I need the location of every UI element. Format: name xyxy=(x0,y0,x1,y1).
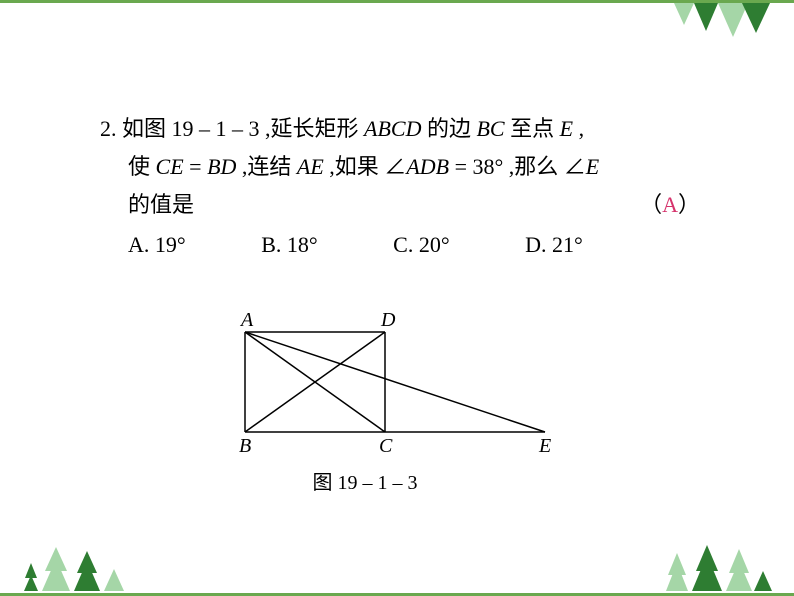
question-line-2: 使 CE = BD ,连结 AE ,如果 ∠ADB = 38° ,那么 ∠E xyxy=(100,148,700,186)
question-line-3: 的值是 （A） xyxy=(100,186,700,224)
question-number: 2. xyxy=(100,116,117,141)
option-d: D. 21° xyxy=(525,226,583,264)
question-block: 2. 如图 19 – 1 – 3 ,延长矩形 ABCD 的边 BC 至点 E ,… xyxy=(100,110,700,264)
svg-text:C: C xyxy=(379,435,393,457)
option-b: B. 18° xyxy=(261,226,317,264)
decor-bottom-right xyxy=(664,545,774,593)
options-row: A. 19° B. 18° C. 20° D. 21° xyxy=(100,226,700,264)
option-a: A. 19° xyxy=(128,226,186,264)
svg-text:D: D xyxy=(380,312,396,331)
answer-letter: A xyxy=(662,192,678,217)
svg-text:B: B xyxy=(239,435,251,457)
geometry-diagram: A D B C E xyxy=(225,312,565,457)
figure-caption: 图 19 – 1 – 3 xyxy=(225,466,505,495)
question-line-1: 2. 如图 19 – 1 – 3 ,延长矩形 ABCD 的边 BC 至点 E , xyxy=(100,110,700,148)
decor-bottom-left xyxy=(20,545,130,593)
svg-text:A: A xyxy=(239,312,254,331)
answer-paren: （A） xyxy=(640,186,700,224)
svg-text:E: E xyxy=(538,435,551,457)
decor-top-right xyxy=(664,3,774,43)
option-c: C. 20° xyxy=(393,226,449,264)
figure-block: A D B C E 图 19 – 1 – 3 xyxy=(225,312,585,495)
